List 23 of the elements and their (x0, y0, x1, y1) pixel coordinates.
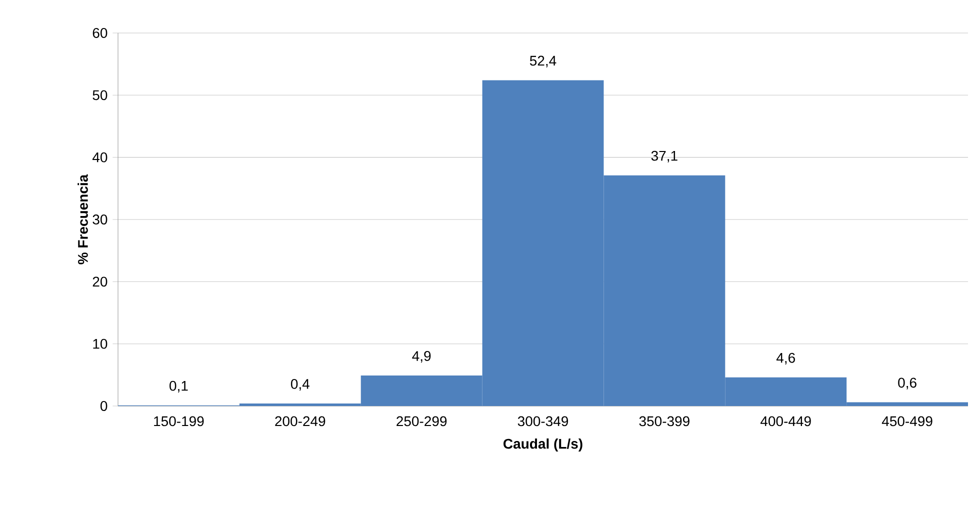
data-label: 37,1 (651, 150, 678, 162)
data-label: 52,4 (530, 56, 556, 68)
x-tick-label: 350-399 (639, 416, 690, 426)
y-tick-label: 10 (93, 338, 108, 349)
y-tick-label: 40 (92, 152, 108, 162)
y-tick-label: 0 (100, 401, 108, 411)
data-label: 4,9 (412, 351, 431, 363)
x-axis-title: Caudal (L/s) (504, 438, 582, 452)
y-tick-label: 20 (92, 276, 108, 287)
data-label: 0,1 (170, 380, 188, 392)
y-tick-label: 60 (92, 28, 108, 38)
x-tick-label: 200-249 (275, 416, 326, 426)
x-tick-label: 150-199 (154, 416, 204, 426)
data-label: 4,6 (776, 352, 795, 364)
x-tick-label: 400-449 (760, 416, 811, 426)
data-label: 0,6 (898, 378, 916, 390)
data-label: 0,4 (290, 379, 310, 391)
x-tick-label: 450-499 (882, 416, 932, 426)
y-tick-label: 50 (92, 90, 108, 100)
x-tick-label: 300-349 (518, 416, 568, 426)
y-tick-label: 30 (92, 214, 108, 224)
x-tick-label: 250-299 (396, 416, 447, 426)
y-axis-title: % Frecuencia (78, 174, 88, 264)
